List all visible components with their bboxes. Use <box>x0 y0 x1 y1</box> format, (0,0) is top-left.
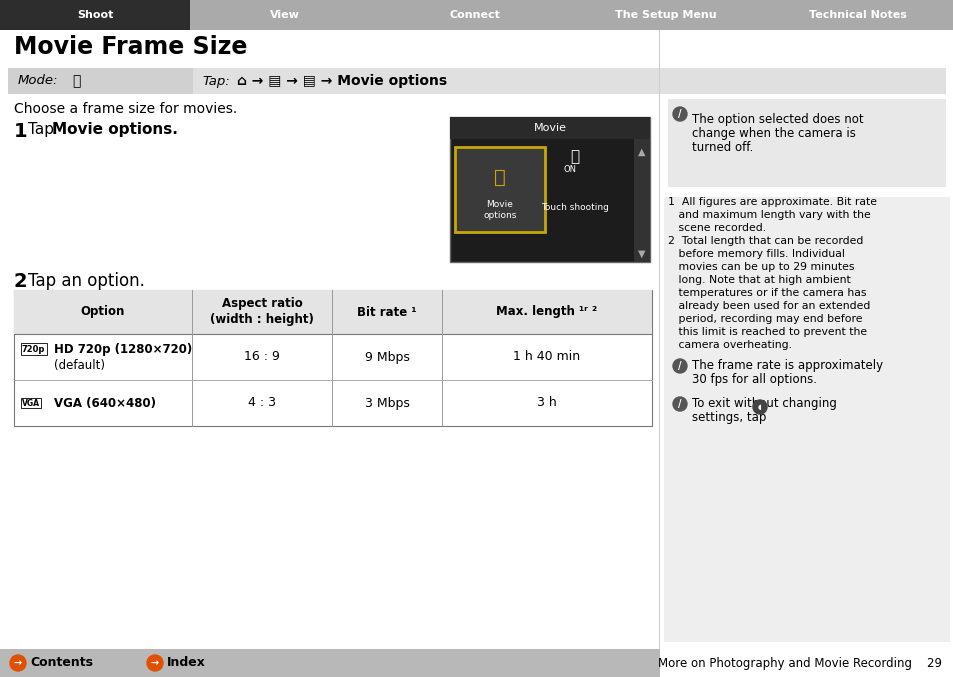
Text: ◖: ◖ <box>758 404 761 410</box>
Circle shape <box>752 400 766 414</box>
Text: Movie: Movie <box>533 123 566 133</box>
Text: 2: 2 <box>14 272 28 291</box>
Text: View: View <box>270 10 299 20</box>
Bar <box>14 290 651 334</box>
Bar <box>0 649 659 677</box>
Text: this limit is reached to prevent the: this limit is reached to prevent the <box>667 327 866 337</box>
Text: Connect: Connect <box>449 10 500 20</box>
Text: long. Note that at high ambient: long. Note that at high ambient <box>667 275 850 285</box>
Text: The option selected does not: The option selected does not <box>691 113 862 126</box>
Text: settings, tap: settings, tap <box>691 411 769 424</box>
Text: 🎥: 🎥 <box>71 74 80 88</box>
Text: The Setup Menu: The Setup Menu <box>615 10 716 20</box>
Text: ▼: ▼ <box>638 249 645 259</box>
Text: 3 h: 3 h <box>537 397 557 410</box>
Text: 1  All figures are approximate. Bit rate: 1 All figures are approximate. Bit rate <box>667 197 876 207</box>
Bar <box>8 68 945 94</box>
Bar <box>379 0 569 30</box>
Bar <box>663 197 949 642</box>
Text: Shoot: Shoot <box>77 10 113 20</box>
Text: Option: Option <box>81 305 125 318</box>
Text: Index: Index <box>167 657 206 670</box>
Text: 🎥: 🎥 <box>494 168 505 187</box>
Text: Tap: Tap <box>28 122 59 137</box>
Text: Technical Notes: Technical Notes <box>808 10 906 20</box>
Bar <box>450 117 649 262</box>
Text: change when the camera is: change when the camera is <box>691 127 855 140</box>
Text: →: → <box>151 658 159 668</box>
Text: Mode:: Mode: <box>18 74 58 87</box>
Text: Tap an option.: Tap an option. <box>28 272 145 290</box>
Text: temperatures or if the camera has: temperatures or if the camera has <box>667 288 865 298</box>
Text: already been used for an extended: already been used for an extended <box>667 301 869 311</box>
Text: Max. length ¹ʳ ²: Max. length ¹ʳ ² <box>496 305 597 318</box>
Text: To exit without changing: To exit without changing <box>691 397 836 410</box>
Text: VGA: VGA <box>22 399 40 408</box>
Text: Movie
options: Movie options <box>483 200 517 220</box>
Bar <box>761 0 953 30</box>
Circle shape <box>10 655 26 671</box>
Bar <box>450 117 649 139</box>
Bar <box>14 290 651 426</box>
Bar <box>0 0 190 30</box>
Bar <box>455 147 544 232</box>
Bar <box>190 0 379 30</box>
Text: Aspect ratio
(width : height): Aspect ratio (width : height) <box>210 297 314 326</box>
Text: scene recorded.: scene recorded. <box>667 223 765 233</box>
Text: /: / <box>678 399 681 409</box>
Text: Choose a frame size for movies.: Choose a frame size for movies. <box>14 102 237 116</box>
Text: 9 Mbps: 9 Mbps <box>364 351 409 364</box>
Text: camera overheating.: camera overheating. <box>667 340 791 350</box>
Text: 4 : 3: 4 : 3 <box>248 397 275 410</box>
Text: Tap:: Tap: <box>202 74 230 87</box>
Circle shape <box>147 655 163 671</box>
Text: /: / <box>678 109 681 119</box>
Circle shape <box>672 107 686 121</box>
Text: and maximum length vary with the: and maximum length vary with the <box>667 210 870 220</box>
Text: ▲: ▲ <box>638 147 645 157</box>
Text: HD 720p (1280×720): HD 720p (1280×720) <box>54 343 193 355</box>
Text: 3 Mbps: 3 Mbps <box>364 397 409 410</box>
Text: More on Photography and Movie Recording    29: More on Photography and Movie Recording … <box>658 657 941 670</box>
Circle shape <box>672 359 686 373</box>
Text: Movie Frame Size: Movie Frame Size <box>14 35 247 59</box>
Text: VGA (640×480): VGA (640×480) <box>54 397 156 410</box>
Text: turned off.: turned off. <box>691 141 753 154</box>
Text: 30 fps for all options.: 30 fps for all options. <box>691 373 816 386</box>
Text: 2  Total length that can be recorded: 2 Total length that can be recorded <box>667 236 862 246</box>
Circle shape <box>672 397 686 411</box>
Bar <box>667 99 945 187</box>
Text: before memory fills. Individual: before memory fills. Individual <box>667 249 844 259</box>
Text: Movie options.: Movie options. <box>52 122 177 137</box>
Text: (default): (default) <box>54 359 105 372</box>
Text: Contents: Contents <box>30 657 92 670</box>
Text: 1 h 40 min: 1 h 40 min <box>513 351 580 364</box>
Text: The frame rate is approximately: The frame rate is approximately <box>691 359 882 372</box>
Text: →: → <box>14 658 22 668</box>
Text: movies can be up to 29 minutes: movies can be up to 29 minutes <box>667 262 854 272</box>
Text: /: / <box>678 361 681 371</box>
Bar <box>634 139 649 262</box>
Text: Bit rate ¹: Bit rate ¹ <box>356 305 416 318</box>
Text: 16 : 9: 16 : 9 <box>244 351 279 364</box>
Text: ⌂ → ▤ → ▤ → Movie options: ⌂ → ▤ → ▤ → Movie options <box>236 74 447 88</box>
Text: 720p: 720p <box>22 345 46 353</box>
Text: period, recording may end before: period, recording may end before <box>667 314 862 324</box>
Text: 📷: 📷 <box>570 150 579 165</box>
Text: ON: ON <box>563 165 576 173</box>
Bar <box>569 0 761 30</box>
Text: Touch shooting: Touch shooting <box>540 202 608 211</box>
Bar <box>8 68 193 94</box>
Text: 1: 1 <box>14 122 28 141</box>
